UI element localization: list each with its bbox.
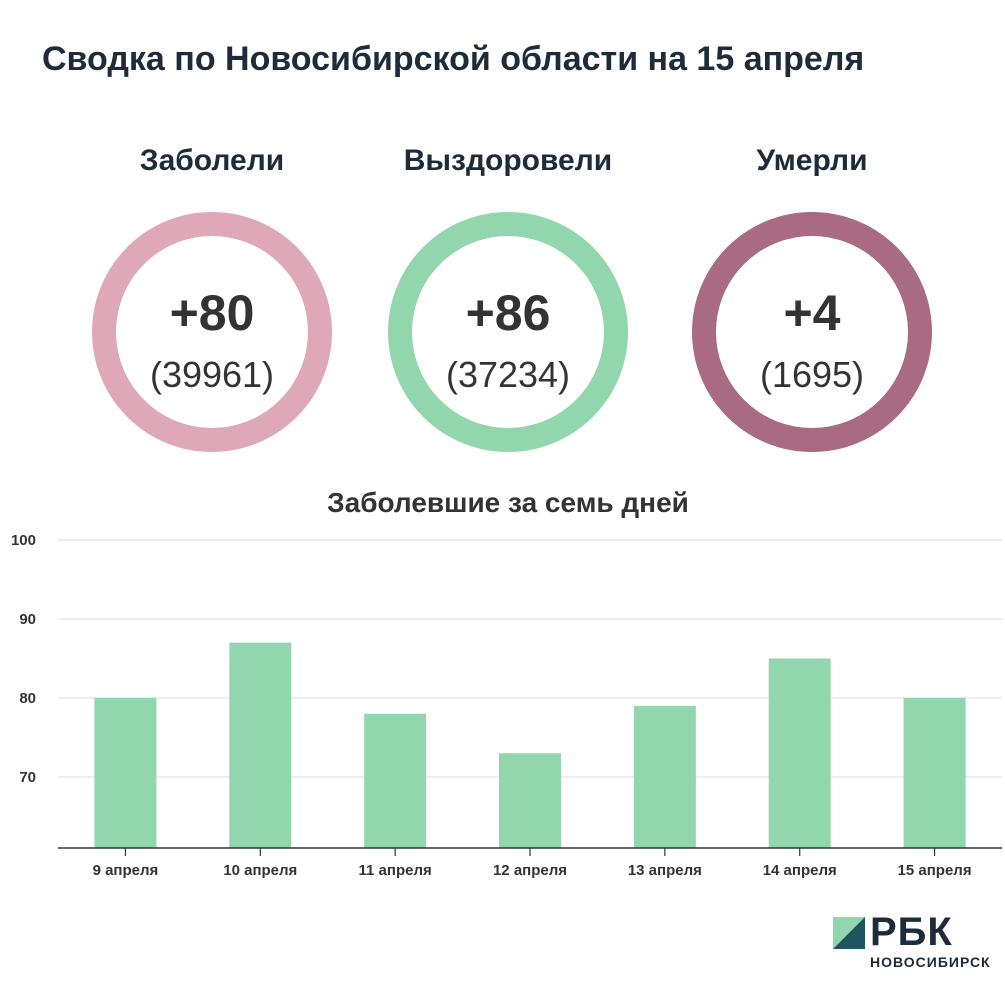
x-tick-label: 15 апреля [898, 862, 972, 879]
stat-infected: Заболели +80 (39961) [62, 144, 362, 452]
bar [633, 705, 696, 848]
stat-deaths: Умерли +4 (1695) [662, 144, 962, 452]
bar [364, 713, 427, 848]
x-tick-label: 9 апреля [93, 862, 159, 879]
brand-city: НОВОСИБИРСК [870, 954, 991, 970]
x-tick-label: 11 апреля [359, 862, 432, 879]
y-tick-label: 100 [11, 532, 36, 549]
gridlines [58, 539, 1002, 778]
brand-logo: РБК НОВОСИБИРСК [833, 910, 993, 972]
stat-recovered: Выздоровели +86 (37234) [358, 144, 658, 452]
stat-label: Заболели [139, 144, 285, 177]
bar [903, 697, 966, 848]
stat-ring: +86 (37234) [388, 212, 628, 452]
bar [94, 697, 157, 848]
stat-ring: +80 (39961) [92, 212, 332, 452]
stat-total: (1695) [759, 354, 865, 395]
chart-title: Заболевшие за семь дней [327, 487, 689, 518]
y-tick-label: 80 [19, 690, 36, 707]
x-tick-label: 10 апреля [223, 862, 297, 879]
x-tick-label: 12 апреля [493, 862, 567, 879]
stat-ring: +4 (1695) [692, 212, 932, 452]
x-tick-label: 13 апреля [628, 862, 702, 879]
bar [768, 658, 831, 848]
y-tick-label: 90 [19, 611, 36, 628]
bar [229, 642, 292, 848]
x-axis-labels: 9 апреля 10 апреля 11 апреля 12 апреля 13 ап… [93, 848, 972, 879]
brand-name: РБК [870, 910, 953, 954]
stat-delta: +4 [783, 285, 841, 341]
y-tick-label: 70 [19, 769, 36, 786]
stat-label: Выздоровели [403, 144, 613, 177]
brand-mark-icon [833, 917, 865, 949]
bar-chart: Заболевшие за семь дней 70 80 90 100 9 апре… [11, 487, 1002, 879]
bar [499, 753, 561, 848]
y-axis-ticks: 70 80 90 100 [11, 532, 36, 786]
bars [94, 642, 966, 848]
stat-label: Умерли [756, 144, 868, 177]
stat-delta: +86 [465, 285, 551, 341]
stat-total: (37234) [445, 354, 571, 395]
page-title: Сводка по Новосибирской области на 15 ап… [42, 40, 865, 78]
stat-delta: +80 [169, 285, 255, 341]
x-tick-label: 14 апреля [763, 862, 837, 879]
stat-total: (39961) [149, 354, 275, 395]
